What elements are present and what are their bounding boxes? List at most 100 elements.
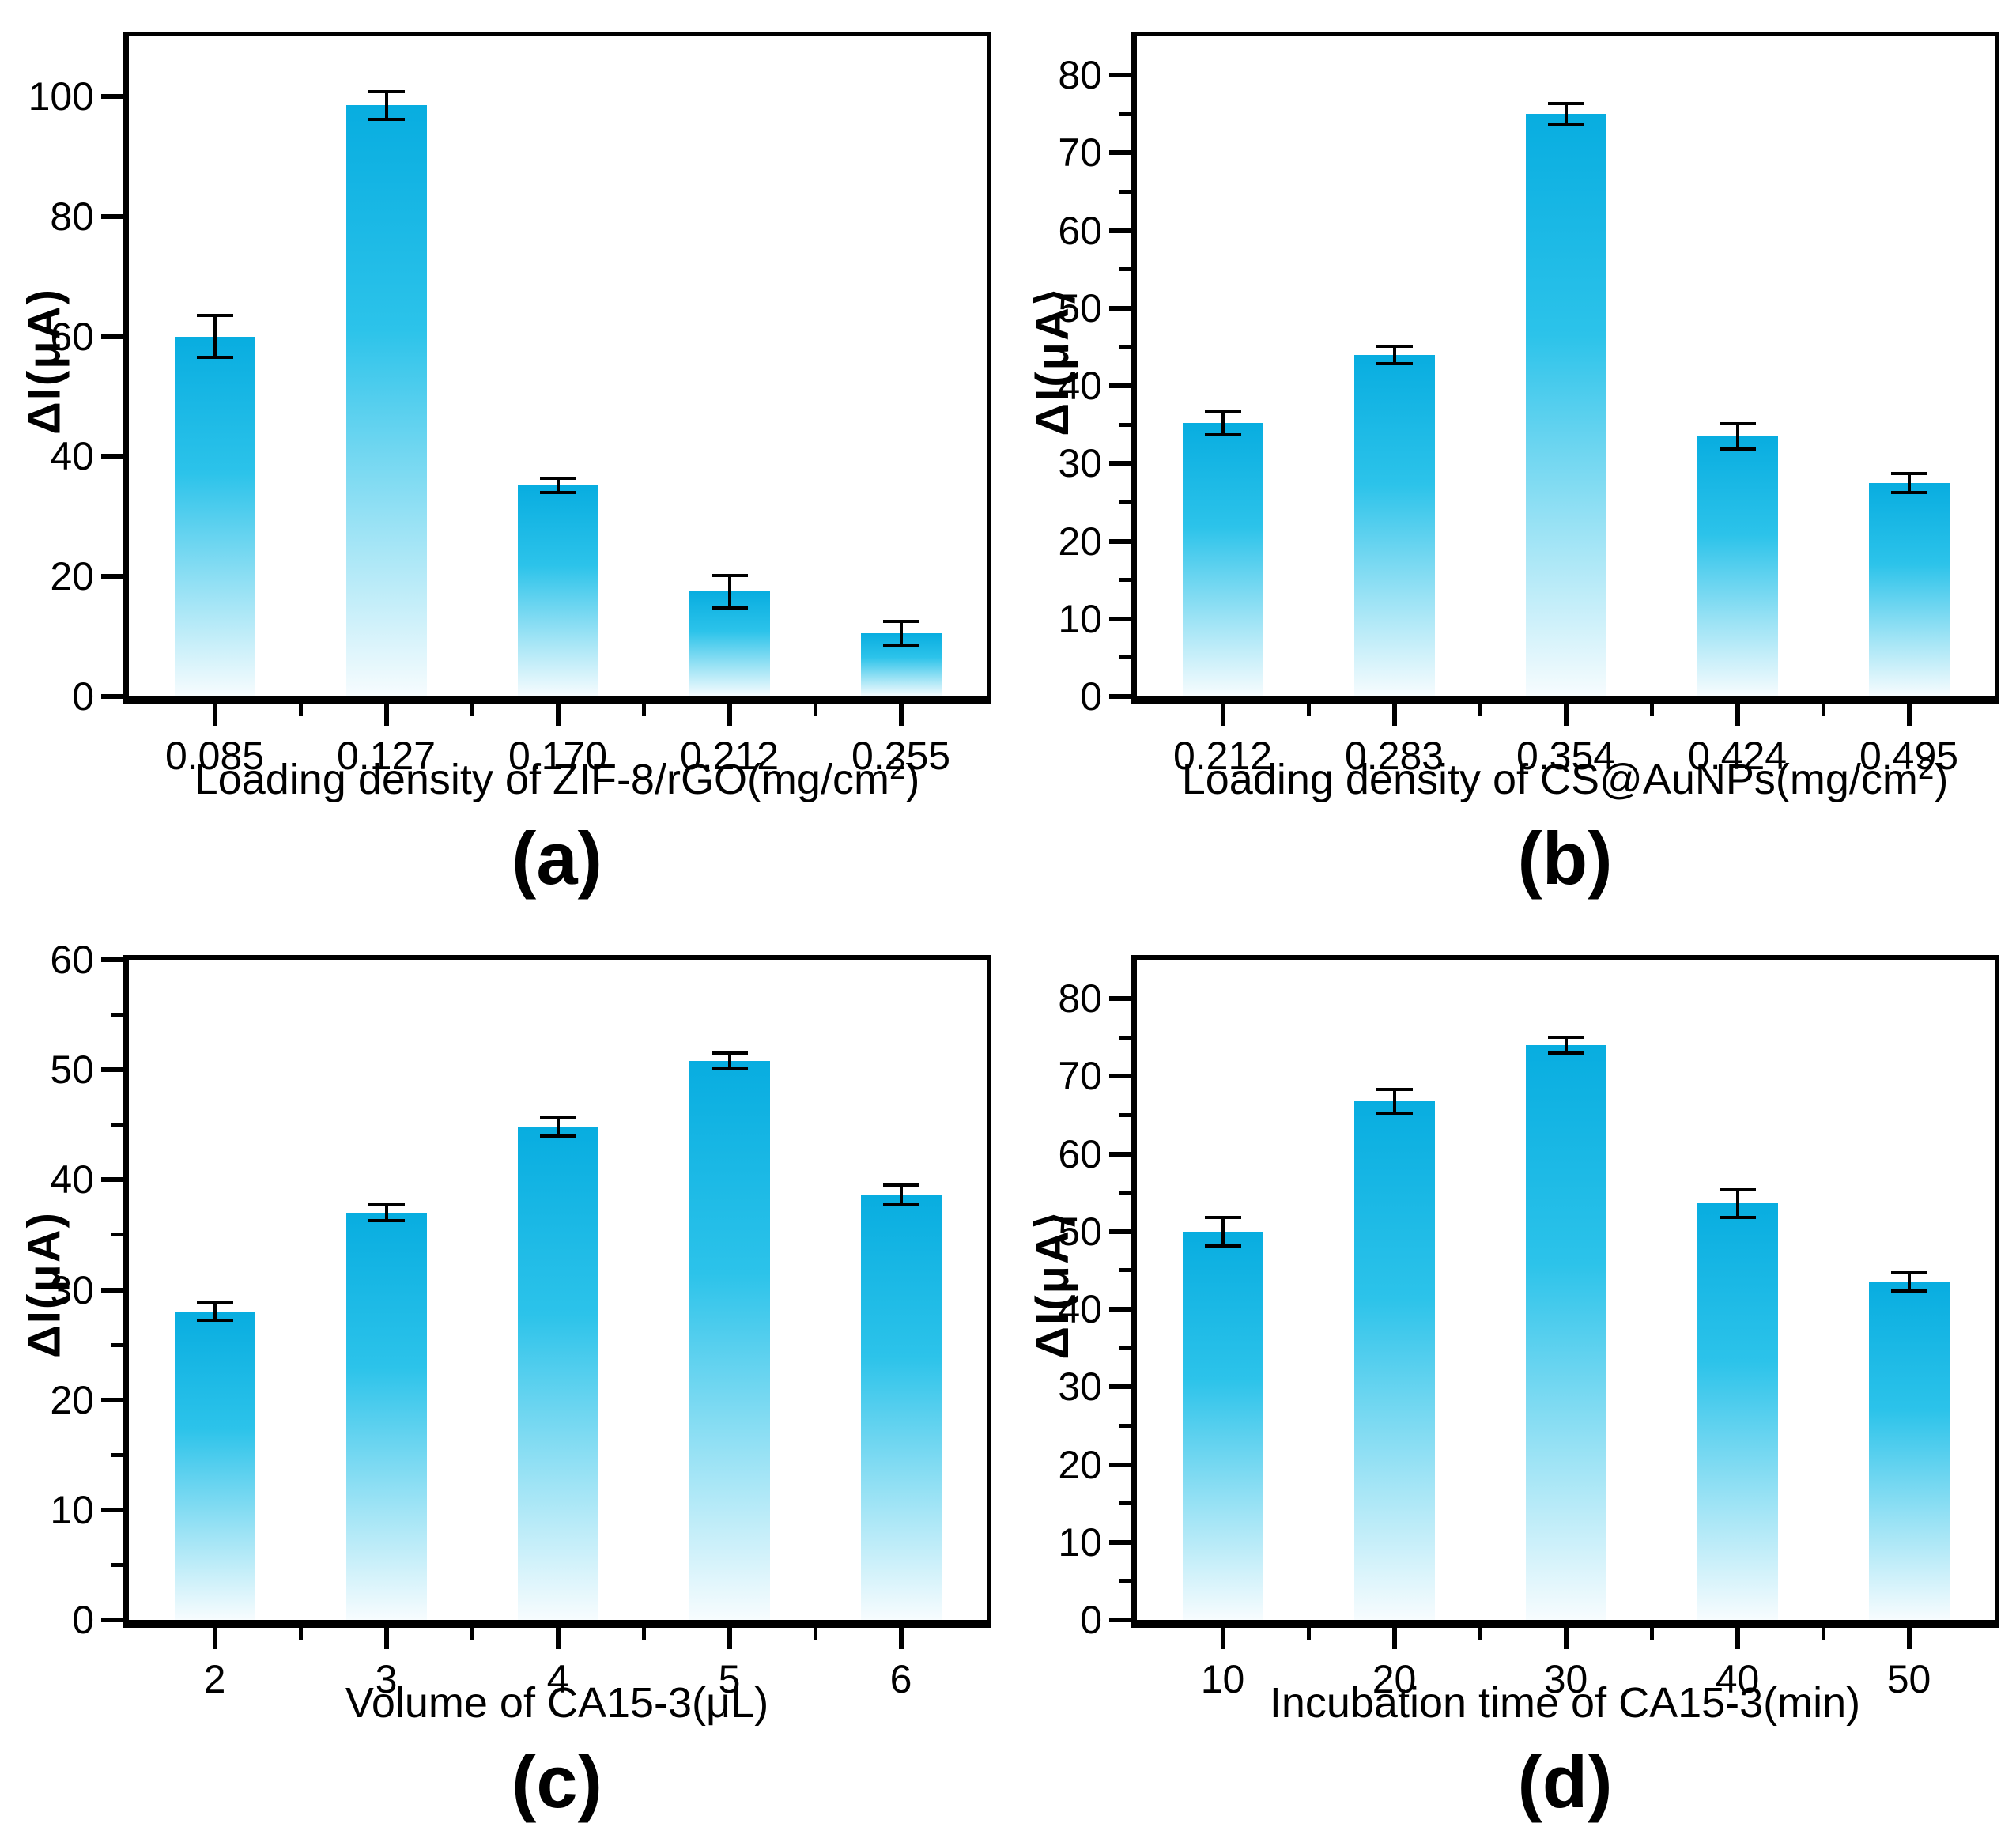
panel-b: ΔI(μA⟩ 0 10 20 30 40 50 60 70 80 0.212 0.283 0.354 0… (1008, 0, 2016, 923)
error-bar-stem (384, 91, 388, 119)
y-minor-tick (1119, 1268, 1131, 1273)
plot-area: 0 10 20 30 40 50 60 2 3 4 5 6 (50, 938, 991, 1701)
y-major-tick (1109, 538, 1131, 544)
x-tick-label: 0.354 (1516, 734, 1616, 778)
y-tick-label: 80 (50, 194, 94, 239)
y-tick-label: 0 (1080, 674, 1102, 719)
y-tick-label: 80 (1058, 976, 1102, 1021)
x-minor-tick (1306, 704, 1311, 716)
error-bar-cap (1719, 1187, 1756, 1191)
y-tick-label: 30 (50, 1267, 94, 1312)
y-major-tick (101, 1067, 123, 1073)
x-tick-label: 0.283 (1344, 734, 1444, 778)
error-bar-cap (1376, 361, 1413, 365)
y-major-tick (1109, 73, 1131, 78)
plot-area: 0 10 20 30 40 50 60 70 80 0.212 0.283 0.354 0.424 0.4… (1058, 32, 1999, 778)
x-tick-label: 20 (1372, 1657, 1417, 1701)
x-axis-title-text: Loading density of CS@AuNPs(mg/cm (1181, 756, 1918, 803)
y-minor-tick (111, 1013, 123, 1017)
error-bar-cap (1204, 1216, 1241, 1220)
x-tick-label: 3 (375, 1657, 398, 1701)
x-major-tick (1391, 704, 1397, 726)
x-minor-tick (1821, 704, 1825, 716)
error-bar-stem (1564, 104, 1568, 124)
x-tick-label: 30 (1543, 1657, 1588, 1701)
x-major-tick (212, 1628, 217, 1649)
error-bar-cap (711, 573, 748, 577)
x-tick-label: 0.495 (1859, 734, 1959, 778)
y-tick-label: 40 (50, 1157, 94, 1202)
error-bar-cap (1890, 490, 1927, 494)
plot-area: 0 20 40 60 80 100 0.085 0.127 0.170 0.212 0.255 (28, 32, 991, 778)
x-major-tick (1735, 704, 1740, 726)
error-bar-stem (556, 478, 560, 493)
bar (345, 105, 427, 696)
y-tick-label: 40 (1058, 364, 1102, 409)
bar (1697, 436, 1778, 696)
x-axis-title: Loading density of ZIF-8/rGO(mg/cm2) (123, 753, 991, 804)
x-axis-title-superscript: 2 (1917, 753, 1935, 785)
y-major-tick (101, 1397, 123, 1402)
error-bar-cap (1204, 1244, 1241, 1248)
x-major-tick (1735, 1628, 1740, 1649)
y-tick-label: 10 (50, 1487, 94, 1532)
y-tick-label: 0 (1080, 1598, 1102, 1642)
x-axis-title-text: Loading density of ZIF-8/rGO(mg/cm (194, 756, 889, 803)
y-major-tick (101, 574, 123, 579)
error-bar-cap (882, 1183, 919, 1187)
y-minor-tick (1119, 1346, 1131, 1350)
error-bar-cap (1376, 1111, 1413, 1115)
error-bar-cap (882, 644, 919, 647)
y-minor-tick (1119, 1191, 1131, 1195)
x-major-tick (383, 1628, 389, 1649)
y-major-tick (1109, 1151, 1131, 1157)
error-bar-cap (1204, 432, 1241, 436)
y-major-tick (101, 334, 123, 339)
error-bar-stem (1735, 424, 1739, 449)
error-bar-cap (368, 1218, 405, 1222)
y-minor-tick (1119, 500, 1131, 504)
x-axis-title-text: Incubation time of CA15-3(min) (1269, 1679, 1861, 1727)
error-bar-cap (368, 1203, 405, 1207)
x-tick-label: 4 (546, 1657, 569, 1701)
x-major-tick (1906, 1628, 1912, 1649)
x-minor-tick (813, 1628, 817, 1640)
error-bar-cap (539, 476, 576, 480)
y-minor-tick (111, 1562, 123, 1567)
y-tick-label: 50 (1058, 1209, 1102, 1254)
y-major-tick (1109, 1074, 1131, 1079)
y-tick-label: 40 (1058, 1287, 1102, 1332)
y-major-tick (101, 957, 123, 962)
y-major-tick (1109, 1618, 1131, 1622)
y-major-tick (1109, 150, 1131, 156)
bar (860, 1195, 942, 1620)
x-minor-tick (298, 704, 303, 716)
bar (1182, 423, 1263, 696)
y-minor-tick (1119, 578, 1131, 583)
x-tick-label: 6 (889, 1657, 912, 1701)
error-bar-cap (196, 1319, 233, 1323)
panel-letter: (b) (1517, 817, 1613, 900)
error-bar-stem (899, 1185, 903, 1206)
bar (1525, 1045, 1606, 1620)
x-tick-label: 40 (1715, 1657, 1760, 1701)
panel-letter: (d) (1517, 1740, 1613, 1823)
x-minor-tick (641, 1628, 646, 1640)
x-axis-title-suffix: ) (905, 756, 920, 803)
x-minor-tick (1821, 1628, 1825, 1640)
panel-a: ΔI(μA) 0 20 40 60 80 100 0.085 0.127 0.170 0.212 0… (0, 0, 1008, 923)
x-axis-title-superscript: 2 (889, 753, 906, 785)
y-minor-tick (111, 1342, 123, 1347)
error-bar-cap (368, 89, 405, 93)
y-tick-label: 20 (1058, 1442, 1102, 1487)
y-minor-tick (1119, 1423, 1131, 1428)
error-bar-stem (1392, 345, 1396, 364)
y-tick-label: 60 (50, 314, 94, 359)
error-bar-cap (711, 1051, 748, 1055)
x-axis-title: Incubation time of CA15-3(min) (1131, 1676, 1999, 1727)
y-major-tick (1109, 694, 1131, 699)
y-major-tick (1109, 228, 1131, 233)
y-tick-label: 20 (50, 1377, 94, 1422)
error-bar-stem (213, 315, 217, 358)
y-axis-title: ΔI(μA) (18, 288, 70, 435)
